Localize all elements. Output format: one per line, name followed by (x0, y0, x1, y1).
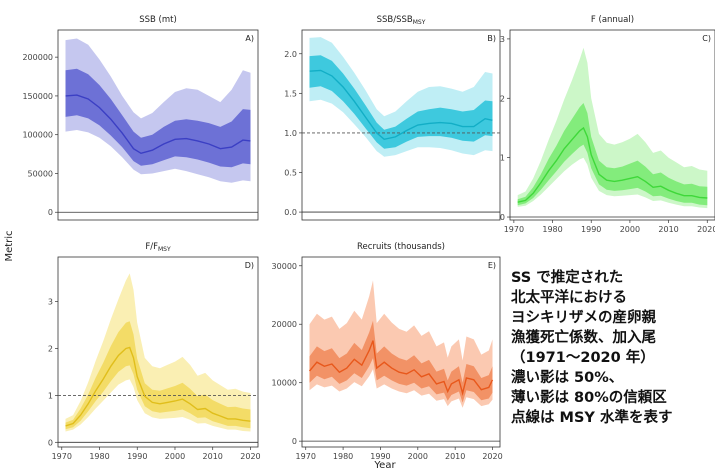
band-50 (309, 320, 493, 403)
panel-title-subscript: MSY (158, 246, 171, 253)
y-tick-label: 0 (500, 213, 505, 222)
panel-title-subscript: MSY (413, 19, 426, 26)
band-50 (309, 55, 493, 149)
y-tick-label: 10000 (272, 379, 297, 388)
panel-title: SSB/SSBMSY (377, 15, 426, 26)
y-tick-label: 20000 (272, 320, 297, 329)
panel-title-main: SSB (mt) (139, 15, 177, 25)
panel-b: 0.0 0.5 1.0 1.5 2.0 SSB/SSBMSY B) (284, 15, 501, 221)
caption-line: 漁獲死亡係数、加入尾 (511, 330, 656, 346)
x-tick-label: 1970 (296, 452, 316, 461)
x-tick-label: 2020 (240, 452, 260, 461)
caption-block: SS で推定された 北太平洋における ヨシキリザメの産卵親 漁獲死亡係数、加入尾… (511, 268, 715, 470)
y-tick-label: 1.0 (284, 129, 297, 138)
x-tick-label: 1970 (52, 452, 72, 461)
x-tick-label: 2000 (408, 452, 428, 461)
x-tick-label: 1990 (370, 452, 390, 461)
y-tick-label: 1.5 (284, 89, 297, 98)
x-tick-label: 1980 (542, 225, 562, 234)
x-tick-label: 2000 (620, 225, 640, 234)
panel-plot-area (510, 47, 715, 218)
panel-title: F (annual) (591, 15, 634, 25)
y-tick-label: 2.0 (284, 50, 297, 59)
y-tick-label: 0 (292, 437, 297, 446)
y-tick-label: 0 (48, 438, 53, 447)
x-tick-label: 1990 (581, 225, 601, 234)
y-tick-label: 100000 (22, 131, 53, 140)
x-tick-label: 1970 (504, 225, 524, 234)
band-80 (65, 273, 251, 432)
x-tick-label: 2010 (658, 225, 678, 234)
caption-line: 濃い影は 50%、 (511, 370, 624, 386)
y-tick-label: 1 (48, 391, 53, 400)
panel-a: 0 50000 100000 150000 200000 SSB (mt) A) (22, 15, 259, 221)
panel-tag: D) (245, 261, 254, 270)
band-80 (517, 47, 708, 209)
caption-line: ヨシキリザメの産卵親 (511, 310, 656, 326)
panel-title-main: F/F (145, 242, 158, 252)
caption-line: 北太平洋における (511, 290, 627, 306)
median-line (517, 126, 708, 203)
median-line (309, 69, 493, 141)
band-50 (517, 103, 708, 206)
panel-title: Recruits (thousands) (357, 242, 445, 252)
panel-title: SSB (mt) (139, 15, 177, 25)
y-tick-label: 150000 (22, 92, 53, 101)
panel-e: 0 10000 20000 30000 1970 1980 1990 2000 2010 2020… (272, 242, 503, 461)
median-line (65, 346, 251, 427)
panel-title-main: F (annual) (591, 15, 634, 25)
y-tick-label: 2 (500, 94, 505, 103)
x-tick-label: 1990 (127, 452, 147, 461)
y-tick-label: 30000 (272, 262, 297, 271)
figure-xlabel: Year (373, 460, 396, 470)
caption-line: SS で推定された (511, 270, 624, 286)
y-tick-label: 0 (48, 208, 53, 217)
panel-title-main: Recruits (thousands) (357, 242, 445, 252)
x-tick-label: 2020 (697, 225, 715, 234)
y-tick-label: 0.0 (284, 208, 297, 217)
x-tick-label: 1980 (89, 452, 109, 461)
panel-plot-area (58, 273, 258, 443)
band-80 (309, 280, 493, 408)
caption-line: （1971〜2020 年） (511, 350, 655, 366)
panel-c: 0 1 2 3 1970 1980 1990 2000 2010 2020 F (annual) C) (500, 15, 715, 234)
x-tick-label: 2020 (482, 452, 502, 461)
panel-tag: B) (487, 34, 496, 43)
y-tick-label: 0.5 (284, 169, 297, 178)
y-tick-label: 1 (500, 154, 505, 163)
panel-plot-area (302, 280, 500, 442)
panel-title: F/FMSY (145, 242, 171, 253)
x-tick-label: 2010 (203, 452, 223, 461)
caption-line: 薄い影は 80%の信頼区 (511, 390, 667, 406)
x-tick-label: 2010 (445, 452, 465, 461)
y-tick-label: 50000 (28, 169, 53, 178)
caption-line: 点線は MSY 水準を表す (511, 410, 673, 426)
median-line (65, 94, 251, 155)
y-tick-label: 200000 (22, 53, 53, 62)
x-tick-label: 1980 (333, 452, 353, 461)
band-50 (65, 321, 251, 430)
panel-title-main: SSB/SSB (377, 15, 413, 25)
median-line (308, 340, 494, 396)
panel-plot-area (302, 37, 500, 213)
x-tick-label: 2000 (165, 452, 185, 461)
panel-tag: C) (702, 34, 711, 43)
panel-tag: A) (245, 34, 254, 43)
panel-d: 0 1 2 3 1970 1980 1990 2000 2010 2020 F/FMSY D) (48, 242, 261, 461)
panel-plot-area (58, 38, 258, 213)
y-tick-label: 3 (48, 298, 53, 307)
y-tick-label: 2 (48, 344, 53, 353)
panel-tag: E) (488, 261, 496, 270)
figure-ylabel: Metric (4, 230, 15, 261)
y-tick-label: 3 (500, 35, 505, 44)
